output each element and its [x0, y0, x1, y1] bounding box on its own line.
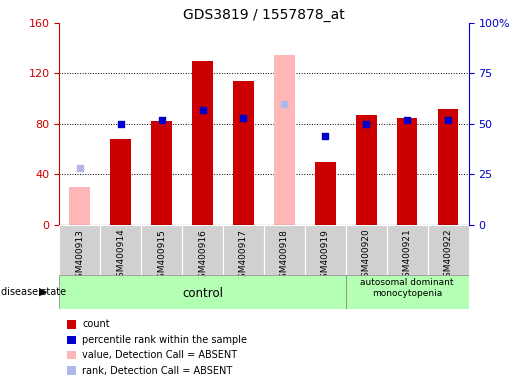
Point	[444, 117, 452, 123]
Bar	[427, 225, 469, 275]
Text: GSM400919: GSM400919	[321, 228, 330, 283]
Point	[239, 115, 248, 121]
Bar	[315, 162, 336, 225]
Bar	[397, 118, 418, 225]
Bar	[346, 225, 387, 275]
Text: GSM400922: GSM400922	[444, 228, 453, 283]
Bar	[59, 225, 100, 275]
Text: percentile rank within the sample: percentile rank within the sample	[82, 335, 247, 345]
Point	[280, 101, 288, 107]
Bar	[59, 275, 346, 309]
Bar	[110, 139, 131, 225]
Bar	[151, 121, 172, 225]
Bar	[356, 115, 376, 225]
Bar	[192, 61, 213, 225]
Bar	[305, 225, 346, 275]
Point	[321, 133, 330, 139]
Bar	[438, 109, 458, 225]
Bar	[141, 225, 182, 275]
Text: GSM400915: GSM400915	[157, 228, 166, 283]
Bar	[274, 55, 295, 225]
Bar	[233, 81, 254, 225]
Point	[198, 107, 207, 113]
Text: GSM400917: GSM400917	[239, 228, 248, 283]
Text: GSM400913: GSM400913	[75, 228, 84, 283]
Text: rank, Detection Call = ABSENT: rank, Detection Call = ABSENT	[82, 366, 233, 376]
Bar	[346, 275, 469, 309]
Bar	[70, 187, 90, 225]
Text: GSM400916: GSM400916	[198, 228, 207, 283]
Point	[403, 117, 411, 123]
Point	[158, 117, 166, 123]
Text: GSM400918: GSM400918	[280, 228, 289, 283]
Bar	[182, 225, 223, 275]
Title: GDS3819 / 1557878_at: GDS3819 / 1557878_at	[183, 8, 345, 22]
Text: count: count	[82, 319, 110, 329]
Point	[116, 121, 125, 127]
Text: GSM400914: GSM400914	[116, 228, 125, 283]
Bar	[264, 225, 305, 275]
Text: control: control	[182, 287, 223, 300]
Text: ▶: ▶	[39, 287, 48, 297]
Point	[76, 165, 84, 171]
Text: GSM400921: GSM400921	[403, 228, 411, 283]
Text: autosomal dominant
monocytopenia: autosomal dominant monocytopenia	[360, 278, 454, 298]
Bar	[387, 225, 427, 275]
Bar	[100, 225, 141, 275]
Text: disease state: disease state	[1, 287, 66, 297]
Text: value, Detection Call = ABSENT: value, Detection Call = ABSENT	[82, 350, 237, 360]
Text: GSM400920: GSM400920	[362, 228, 371, 283]
Point	[362, 121, 370, 127]
Bar	[223, 225, 264, 275]
